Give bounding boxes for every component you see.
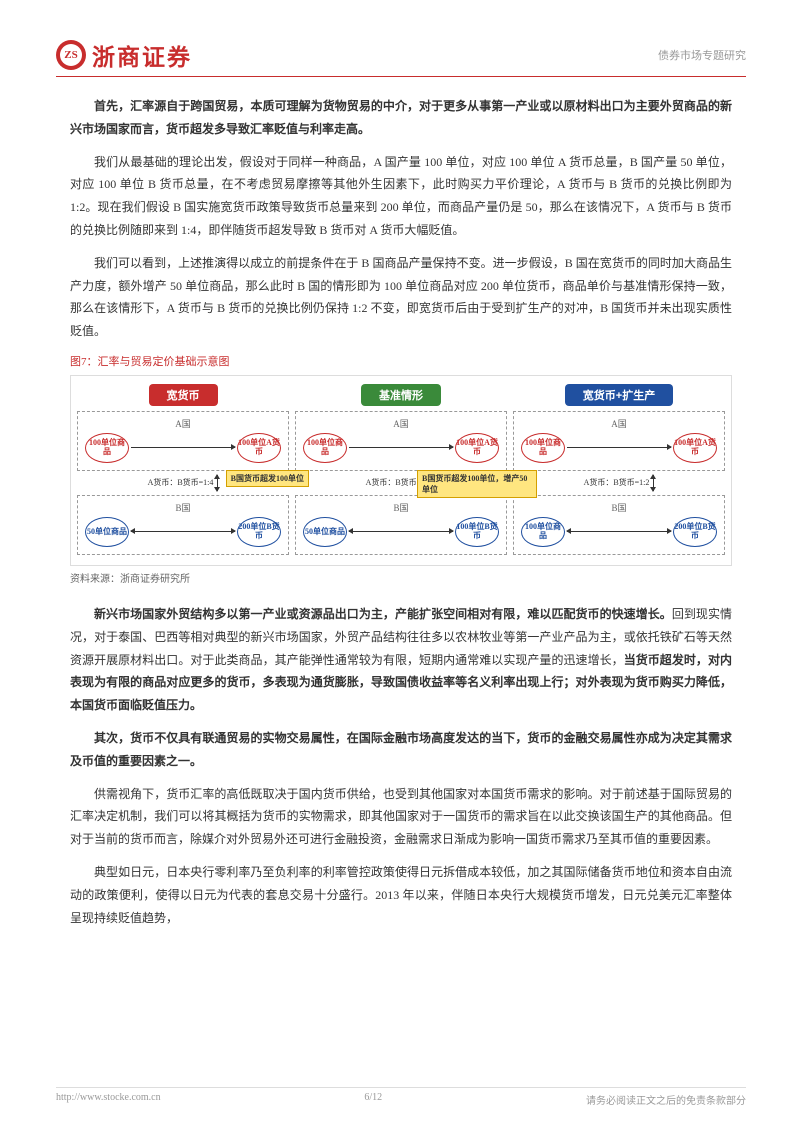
node-a1: 100单位商品: [85, 433, 129, 463]
node-a2: 100单位A货币: [673, 433, 717, 463]
arrow-icon: [131, 447, 235, 448]
paragraph-1: 首先，汇率源自于跨国贸易，本质可理解为货物贸易的中介，对于更多从事第一产业或以原…: [70, 95, 732, 141]
country-b-label: B国: [303, 501, 499, 514]
arrow-icon: [131, 531, 235, 532]
country-a-label: A国: [303, 417, 499, 430]
figure-source: 资料来源：浙商证券研究所: [70, 570, 732, 585]
paragraph-6: 供需视角下，货币汇率的高低既取决于国内货币供给，也受到其他国家对本国货币需求的影…: [70, 783, 732, 851]
p4-bold-a: 新兴市场国家外贸结构多以第一产业或资源品出口为主，产能扩张空间相对有限，难以匹配…: [94, 607, 672, 621]
node-b2: 100单位B货币: [455, 517, 499, 547]
scenario-2: 宽货币+扩生产 A国 100单位商品 100单位A货币 A货币：B货币=1:2: [513, 384, 725, 555]
figure-title: 图7：汇率与贸易定价基础示意图: [70, 353, 732, 369]
paragraph-5: 其次，货币不仅具有联通贸易的实物交易属性，在国际金融市场高度发达的当下，货币的金…: [70, 727, 732, 773]
node-a2: 100单位A货币: [237, 433, 281, 463]
arrow-icon: [567, 447, 671, 448]
node-b1: 50单位商品: [85, 517, 129, 547]
node-b2: 200单位B货币: [673, 517, 717, 547]
main-content: 首先，汇率源自于跨国贸易，本质可理解为货物贸易的中介，对于更多从事第一产业或以原…: [56, 95, 746, 929]
country-b-label: B国: [521, 501, 717, 514]
v-arrow-icon: [653, 475, 654, 491]
footer-page: 6/12: [364, 1092, 382, 1107]
node-b1: 100单位商品: [521, 517, 565, 547]
arrow-icon: [349, 531, 453, 532]
scenario-1-countryB: B国 50单位商品 100单位B货币: [295, 495, 507, 555]
footer-url: http://www.stocke.com.cn: [56, 1092, 161, 1107]
scenario-2-countryA: A国 100单位商品 100单位A货币: [513, 411, 725, 471]
scenario-0: 宽货币 A国 100单位商品 100单位A货币 A货币：B货币=1:4: [77, 384, 289, 555]
node-b2: 200单位B货币: [237, 517, 281, 547]
paragraph-2: 我们从最基础的理论出发，假设对于同样一种商品，A 国产量 100 单位，对应 1…: [70, 151, 732, 242]
logo-text: 浙商证券: [92, 38, 192, 72]
header-category: 债券市场专题研究: [658, 47, 746, 63]
scenario-0-label: 宽货币: [149, 384, 218, 406]
ratio-2: A货币：B货币=1:2: [584, 479, 650, 488]
between-2: A货币：B货币=1:2: [584, 471, 655, 495]
scenario-1-countryA: A国 100单位商品 100单位A货币: [295, 411, 507, 471]
scenario-1-label: 基准情形: [361, 384, 441, 406]
paragraph-3: 我们可以看到，上述推演得以成立的前提条件在于 B 国商品产量保持不变。进一步假设…: [70, 252, 732, 343]
between-0: A货币：B货币=1:4: [148, 471, 219, 495]
footer-disclaimer: 请务必阅读正文之后的免责条款部分: [586, 1092, 746, 1107]
scenario-0-countryA: A国 100单位商品 100单位A货币: [77, 411, 289, 471]
paragraph-7: 典型如日元，日本央行零利率乃至负利率的利率管控政策使得日元拆借成本较低，加之其国…: [70, 861, 732, 929]
scenario-2-label: 宽货币+扩生产: [565, 384, 673, 406]
node-a1: 100单位商品: [303, 433, 347, 463]
arrow-icon: [349, 447, 453, 448]
logo-inner: ZS: [60, 44, 82, 66]
logo-icon: ZS: [56, 40, 86, 70]
v-arrow-icon: [217, 475, 218, 491]
ratio-0: A货币：B货币=1:4: [148, 479, 214, 488]
diagram-row: 宽货币 A国 100单位商品 100单位A货币 A货币：B货币=1:4: [77, 384, 725, 555]
arrow-icon: [567, 531, 671, 532]
page-footer: http://www.stocke.com.cn 6/12 请务必阅读正文之后的…: [56, 1087, 746, 1107]
country-b-label: B国: [85, 501, 281, 514]
scenario-1: 基准情形 A国 100单位商品 100单位A货币 A货币：B货币=1:2: [295, 384, 507, 555]
country-a-label: A国: [85, 417, 281, 430]
yellow-annotation-0: B国货币超发100单位: [226, 470, 309, 487]
country-a-label: A国: [521, 417, 717, 430]
header-divider: [56, 76, 746, 77]
node-a1: 100单位商品: [521, 433, 565, 463]
scenario-2-countryB: B国 100单位商品 200单位B货币: [513, 495, 725, 555]
page-header: ZS 浙商证券 债券市场专题研究: [56, 38, 746, 72]
logo-area: ZS 浙商证券: [56, 38, 192, 72]
node-b1: 50单位商品: [303, 517, 347, 547]
yellow-annotation-1: B国货币超发100单位，增产50单位: [417, 470, 537, 498]
node-a2: 100单位A货币: [455, 433, 499, 463]
scenario-0-countryB: B国 50单位商品 200单位B货币: [77, 495, 289, 555]
diagram-container: 宽货币 A国 100单位商品 100单位A货币 A货币：B货币=1:4: [70, 375, 732, 566]
paragraph-4: 新兴市场国家外贸结构多以第一产业或资源品出口为主，产能扩张空间相对有限，难以匹配…: [70, 603, 732, 717]
